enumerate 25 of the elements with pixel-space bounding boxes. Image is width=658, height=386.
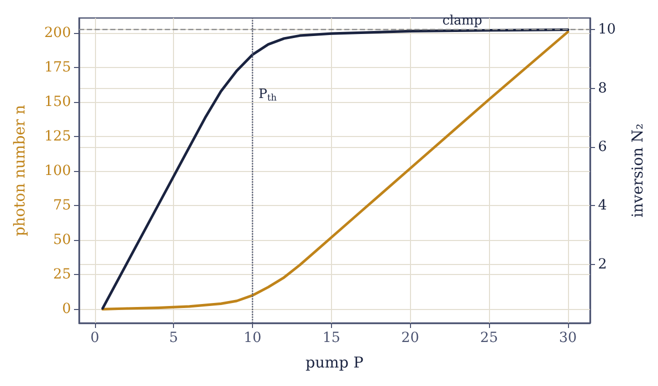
y-tick-label: 50 <box>53 232 71 248</box>
y-axis-title: photon number n <box>10 104 28 236</box>
y-tick-label: 100 <box>44 163 71 180</box>
y2-axis-title: inversion N₂ <box>628 123 646 218</box>
y-tick-label: 125 <box>44 128 71 145</box>
y-tick-label: 75 <box>53 198 71 214</box>
y2-tick-label: 10 <box>598 22 616 38</box>
y2-tick-label: 4 <box>598 198 607 214</box>
x-tick-label: 5 <box>169 330 178 346</box>
y-tick-label: 25 <box>53 266 71 283</box>
y-tick-label: 150 <box>44 94 71 110</box>
x-axis-title: pump P <box>306 354 364 372</box>
ref-line-label: clamp <box>442 14 482 29</box>
y2-tick-label: 6 <box>598 139 607 156</box>
x-tick-label: 30 <box>559 330 577 346</box>
x-tick-label: 15 <box>322 330 340 346</box>
y2-tick-label: 2 <box>598 256 607 272</box>
y-tick-label: 200 <box>44 25 71 42</box>
y2-tick-label: 8 <box>598 80 607 96</box>
y-tick-label: 175 <box>44 60 71 76</box>
y-tick-label: 0 <box>62 301 71 318</box>
x-tick-label: 0 <box>90 330 100 346</box>
x-tick-label: 20 <box>401 330 420 346</box>
x-tick-label: 25 <box>480 330 498 346</box>
x-tick-label: 10 <box>244 330 262 346</box>
